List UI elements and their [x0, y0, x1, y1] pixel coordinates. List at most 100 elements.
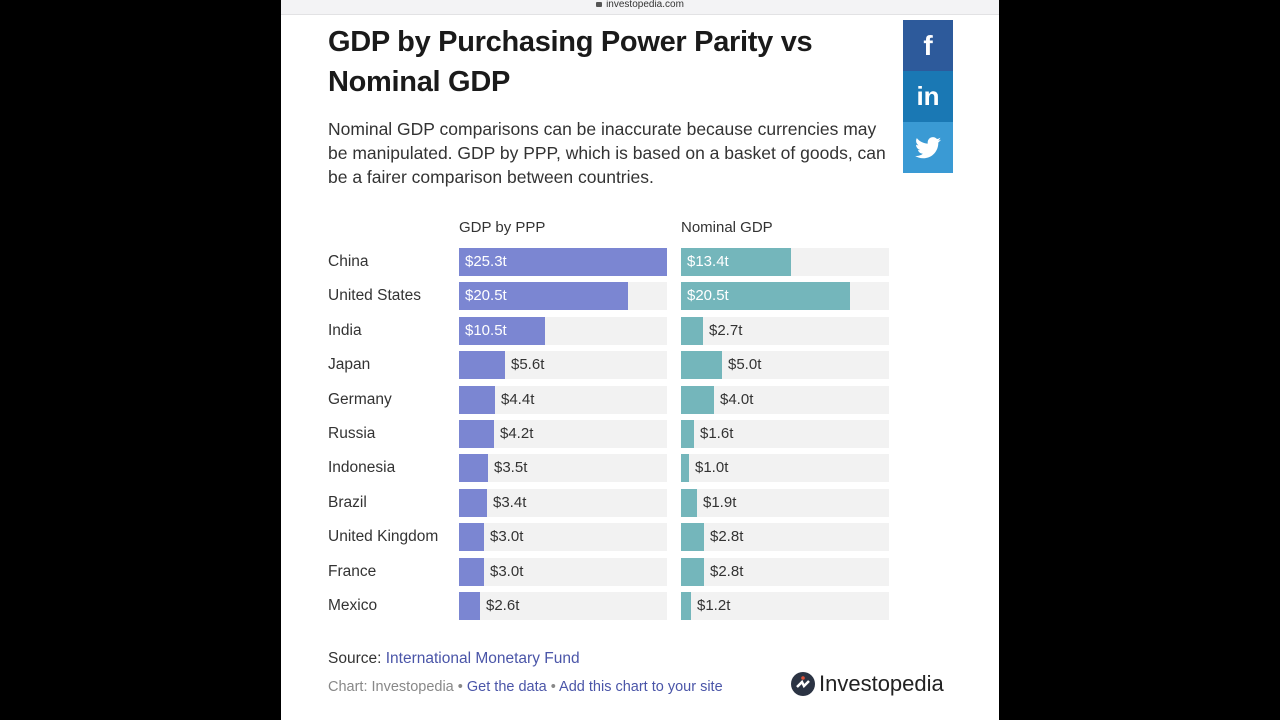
bar-value-label: $10.5t [465, 321, 507, 339]
ppp-bar-track: $10.5t [459, 316, 667, 345]
nominal-bar[interactable] [681, 557, 704, 586]
country-label: Brazil [328, 493, 367, 511]
nominal-bar-track: $2.8t [681, 557, 889, 586]
bar-value-label: $1.6t [700, 425, 734, 442]
bar-value-label: $2.8t [710, 528, 744, 546]
nominal-bar[interactable] [681, 351, 722, 380]
bar-value-label: $4.2t [500, 425, 534, 442]
nominal-column-header: Nominal GDP [681, 219, 773, 236]
facebook-share-button[interactable]: f [903, 20, 953, 71]
bar-value-label: $3.0t [490, 562, 524, 580]
source-label: Source: [328, 650, 386, 667]
twitter-icon [915, 136, 941, 158]
nominal-bar[interactable] [681, 316, 703, 345]
bar-value-label: $4.0t [720, 390, 754, 408]
nominal-bar-track: $5.0t [681, 351, 889, 380]
linkedin-share-button[interactable]: in [903, 71, 953, 122]
ppp-bar[interactable] [459, 385, 495, 414]
ppp-bar-track: $25.3t [459, 248, 667, 276]
ppp-bar-track: $3.4t [459, 488, 667, 517]
country-label: United States [328, 287, 422, 305]
lock-icon [596, 2, 603, 7]
ppp-bar[interactable] [459, 351, 505, 380]
bar-value-label: $2.8t [710, 562, 744, 580]
ppp-bar[interactable] [459, 557, 484, 586]
bar-value-label: $20.5t [687, 287, 729, 305]
bar-value-label: $1.9t [703, 493, 737, 511]
nominal-bar[interactable] [681, 523, 704, 552]
url-text: investopedia.com [606, 0, 684, 10]
ppp-bar-track: $4.2t [459, 420, 667, 448]
nominal-bar-track: $1.0t [681, 454, 889, 483]
source-line: Source: International Monetary Fund [328, 650, 580, 668]
source-link[interactable]: International Monetary Fund [385, 650, 580, 667]
bar-value-label: $1.2t [697, 597, 731, 614]
ppp-bar[interactable] [459, 523, 484, 552]
nominal-bar[interactable] [681, 488, 697, 517]
country-label: United Kingdom [328, 528, 439, 546]
twitter-share-button[interactable] [903, 122, 953, 173]
bar-value-label: $3.0t [490, 528, 524, 546]
nominal-bar-track: $1.2t [681, 592, 889, 620]
bar-value-label: $2.6t [486, 597, 520, 614]
get-data-link[interactable]: Get the data [466, 679, 547, 695]
chart-credit: Chart: Investopedia [328, 679, 454, 695]
ppp-bar[interactable] [459, 454, 488, 483]
nominal-bar-track: $13.4t [681, 248, 889, 276]
chart-footer: Chart: Investopedia • Get the data • Add… [328, 679, 723, 695]
brand-name: Investopedia [819, 671, 944, 696]
country-label: Japan [328, 356, 371, 374]
ppp-bar[interactable] [459, 488, 487, 517]
separator: • [453, 679, 467, 695]
country-label: Russia [328, 425, 376, 442]
ppp-bar[interactable] [459, 592, 480, 620]
ppp-bar-track: $3.0t [459, 557, 667, 586]
linkedin-icon: in [916, 81, 940, 111]
chart-title: GDP by Purchasing Power Parity vs Nomina… [328, 26, 813, 98]
country-label: India [328, 321, 362, 339]
bar-value-label: $5.6t [511, 356, 545, 374]
ppp-bar-track: $3.5t [459, 454, 667, 483]
nominal-bar[interactable] [681, 248, 791, 276]
ppp-bar-track: $4.4t [459, 385, 667, 414]
country-label: Germany [328, 390, 392, 408]
investopedia-logo-icon [791, 672, 815, 696]
nominal-bar[interactable] [681, 454, 689, 483]
nominal-bar[interactable] [681, 420, 694, 448]
bar-value-label: $20.5t [465, 287, 507, 305]
nominal-bar-track: $1.9t [681, 488, 889, 517]
ppp-bar-track: $5.6t [459, 351, 667, 380]
ppp-bar-track: $2.6t [459, 592, 667, 620]
facebook-icon: f [923, 29, 933, 61]
bar-value-label: $4.4t [501, 390, 535, 408]
nominal-bar[interactable] [681, 592, 691, 620]
country-label: Mexico [328, 597, 378, 614]
chart-subtitle: Nominal GDP comparisons can be inaccurat… [328, 119, 886, 187]
ppp-bar[interactable] [459, 420, 494, 448]
nominal-bar[interactable] [681, 385, 714, 414]
ppp-bar[interactable] [459, 282, 628, 311]
bar-value-label: $1.0t [695, 459, 729, 477]
separator: • [546, 679, 560, 695]
country-label: Indonesia [328, 459, 396, 477]
ppp-bar-track: $3.0t [459, 523, 667, 552]
nominal-bar-track: $1.6t [681, 420, 889, 448]
country-label: China [328, 253, 369, 270]
bar-value-label: $2.7t [709, 321, 743, 339]
nominal-bar-track: $20.5t [681, 282, 889, 311]
investopedia-logo[interactable]: Investopedia [791, 671, 944, 697]
bar-value-label: $3.5t [494, 459, 528, 477]
add-chart-link[interactable]: Add this chart to your site [559, 679, 723, 695]
ppp-column-header: GDP by PPP [459, 219, 546, 236]
bar-value-label: $3.4t [493, 493, 527, 511]
bar-value-label: $13.4t [687, 253, 729, 270]
ppp-bar[interactable] [459, 248, 667, 276]
nominal-bar-track: $4.0t [681, 385, 889, 414]
country-label: France [328, 562, 377, 580]
nominal-bar[interactable] [681, 282, 850, 311]
ppp-bar-track: $20.5t [459, 282, 667, 311]
bar-value-label: $25.3t [465, 253, 507, 270]
ppp-bar[interactable] [459, 316, 545, 345]
browser-url-bar[interactable]: investopedia.com [281, 0, 999, 15]
article-page: investopedia.com GDP by Purchasing Power… [281, 0, 999, 720]
